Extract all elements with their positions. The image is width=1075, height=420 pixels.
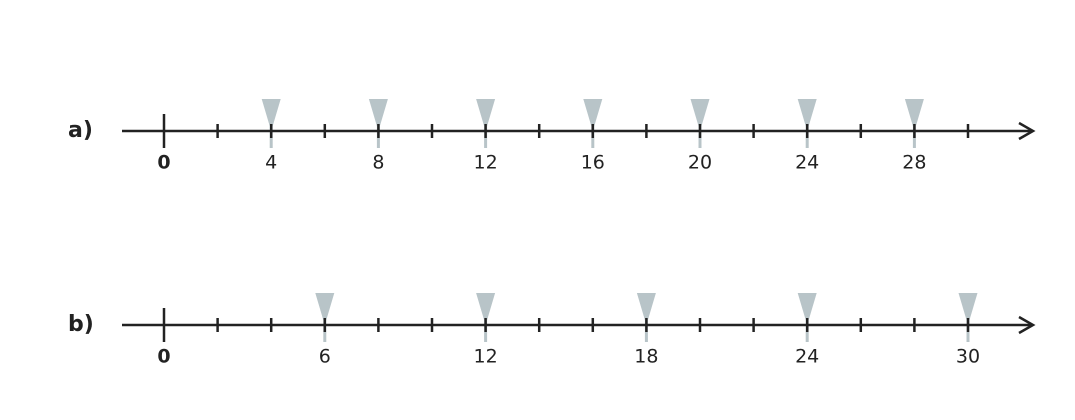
tick-label: 18: [634, 346, 658, 368]
tick-label: 4: [265, 152, 277, 174]
marker: [904, 99, 924, 126]
row-label: b): [68, 312, 94, 337]
marker: [690, 99, 710, 126]
tick-label: 0: [157, 346, 170, 368]
tick-label: 28: [902, 152, 926, 174]
tick-label: 8: [372, 152, 384, 174]
row-label: a): [68, 118, 93, 143]
tick-label: 24: [795, 152, 819, 174]
tick-label: 16: [581, 152, 605, 174]
marker: [636, 293, 656, 320]
tick-label: 24: [795, 346, 819, 368]
tick-label: 6: [319, 346, 331, 368]
tick-label: 30: [956, 346, 980, 368]
tick-label: 0: [157, 152, 170, 174]
tick-label: 12: [474, 346, 498, 368]
marker: [476, 293, 496, 320]
axis-arrow: [1018, 121, 1036, 141]
marker: [797, 99, 817, 126]
axis-arrow: [1018, 315, 1036, 335]
marker: [476, 99, 496, 126]
marker: [368, 99, 388, 126]
marker: [583, 99, 603, 126]
marker: [261, 99, 281, 126]
tick-label: 12: [474, 152, 498, 174]
marker: [958, 293, 978, 320]
marker: [797, 293, 817, 320]
tick-label: 20: [688, 152, 712, 174]
marker: [315, 293, 335, 320]
